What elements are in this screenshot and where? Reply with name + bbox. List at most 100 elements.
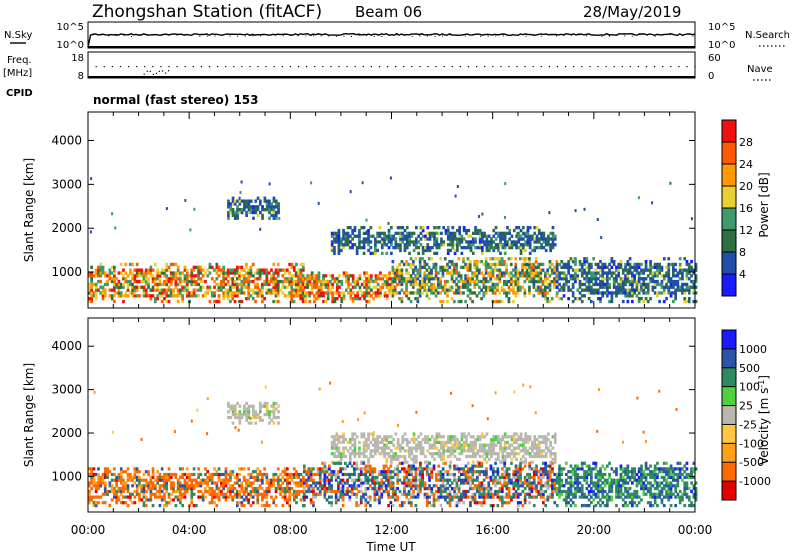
echo-cell — [372, 297, 375, 301]
echo-cell — [144, 481, 148, 485]
echo-cell — [252, 410, 255, 414]
echo-cell — [97, 288, 100, 292]
echo-cell — [268, 415, 271, 420]
echo-cell — [313, 274, 316, 278]
echo-cell — [351, 228, 354, 233]
echo-cell — [417, 443, 420, 447]
echo-cell — [303, 487, 306, 491]
echo-cell — [249, 481, 253, 485]
echo-cell — [267, 487, 271, 491]
echo-cell — [423, 492, 427, 496]
freq-dot — [573, 66, 575, 68]
power-colorbar-swatch — [722, 252, 736, 275]
echo-cell — [277, 404, 280, 408]
echo-cell — [307, 472, 311, 477]
echo-cell — [478, 279, 481, 284]
echo-cell — [192, 274, 196, 278]
echo-cell — [435, 475, 438, 479]
echo-cell — [290, 265, 294, 269]
echo-cell — [451, 435, 455, 439]
echo-cell — [369, 504, 372, 508]
echo-cell — [412, 435, 416, 439]
echo-cell — [149, 274, 153, 278]
echo-cell — [305, 484, 308, 488]
echo-cell — [357, 504, 361, 508]
echo-cell — [331, 299, 334, 304]
echo-cell — [163, 495, 166, 499]
echo-cell — [113, 489, 116, 494]
echo-cell — [583, 294, 586, 298]
echo-cell — [542, 449, 546, 453]
echo-cell — [635, 271, 639, 275]
echo-cell — [183, 268, 187, 272]
echo-cell — [325, 481, 329, 485]
echo-cell — [399, 246, 402, 250]
echo-cell — [142, 285, 146, 289]
echo-cell — [249, 279, 253, 284]
echo-cell — [360, 291, 364, 295]
echo-cell — [417, 234, 420, 238]
echo-cell — [290, 472, 294, 477]
echo-cell — [283, 268, 287, 272]
echo-cell — [466, 274, 470, 278]
echo-cell — [428, 443, 432, 447]
echo-cell — [475, 268, 479, 272]
echo-cell — [131, 288, 134, 292]
echo-cell — [227, 199, 230, 203]
echo-cell — [367, 228, 370, 233]
echo-cell — [351, 452, 354, 456]
echo-cell — [489, 271, 493, 275]
echo-cell — [387, 478, 390, 482]
echo-cell — [183, 478, 187, 482]
echo-cell — [238, 199, 242, 203]
echo-cell — [290, 478, 294, 482]
echo-cell — [405, 262, 408, 267]
echo-cell — [172, 487, 175, 491]
echo-cell — [615, 265, 618, 269]
echo-cell — [154, 495, 157, 499]
echo-cell — [373, 467, 377, 471]
echo-cell — [342, 440, 345, 444]
echo-cell — [236, 285, 239, 289]
search-noise-dot — [153, 34, 155, 36]
echo-cell — [410, 446, 414, 450]
echo-cell — [414, 472, 418, 477]
echo-cell — [585, 279, 589, 284]
echo-cell — [394, 495, 397, 499]
echo-cell — [407, 470, 411, 474]
freq-dot — [225, 66, 227, 68]
echo-cell — [628, 291, 632, 295]
echo-cell — [359, 481, 363, 485]
echo-cell — [353, 446, 357, 450]
echo-cell — [265, 288, 269, 292]
echo-cell — [574, 209, 577, 213]
echo-cell — [144, 478, 148, 482]
echo-cell — [97, 472, 100, 477]
echo-cell — [466, 282, 470, 287]
echo-cell — [340, 279, 344, 284]
echo-cell — [151, 472, 155, 477]
echo-cell — [462, 285, 465, 289]
freq-dot — [192, 66, 194, 68]
echo-cell — [340, 299, 344, 304]
echo-cell — [283, 285, 287, 289]
echo-cell — [288, 492, 291, 496]
echo-cell — [530, 274, 534, 278]
echo-cell — [530, 268, 534, 272]
echo-cell — [140, 484, 144, 488]
echo-cell — [562, 274, 566, 278]
echo-cell — [337, 475, 340, 479]
echo-cell — [240, 199, 244, 203]
echo-cell — [281, 504, 285, 508]
echo-cell — [606, 277, 609, 281]
echo-cell — [423, 484, 427, 488]
echo-cell — [165, 274, 169, 278]
echo-cell — [578, 285, 582, 289]
echo-cell — [353, 478, 356, 482]
echo-cell — [339, 478, 343, 482]
echo-cell — [649, 279, 652, 284]
echo-cell — [469, 248, 473, 253]
echo-cell — [405, 240, 409, 244]
echo-cell — [380, 237, 384, 241]
echo-cell — [410, 452, 414, 456]
